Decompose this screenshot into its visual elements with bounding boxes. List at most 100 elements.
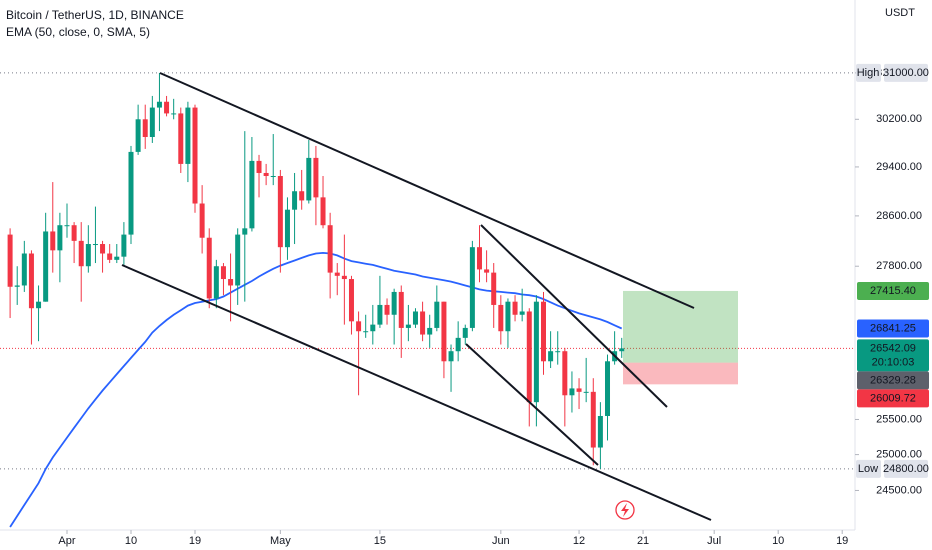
candle-body xyxy=(164,101,170,114)
candle-body xyxy=(412,311,418,325)
y-tick-label: 25500.00 xyxy=(876,413,922,425)
x-tick-label: May xyxy=(270,535,291,547)
candle-body xyxy=(235,234,241,286)
candle-body xyxy=(405,324,411,328)
ema-line xyxy=(9,251,623,528)
low-label: 24800.00 xyxy=(883,463,929,475)
candle-body xyxy=(220,266,226,280)
trend-lines xyxy=(121,72,712,521)
entry-label-box xyxy=(857,371,929,390)
candle-body xyxy=(484,269,490,273)
candle-body xyxy=(341,275,347,280)
candle-body xyxy=(199,203,205,238)
candle-body xyxy=(356,321,362,332)
candle-body xyxy=(605,361,611,416)
countdown: 20:10:03 xyxy=(872,356,915,368)
currency: USDT xyxy=(885,7,915,19)
ema-label: 26841.25 xyxy=(870,322,916,334)
current-price-label: 26542.09 xyxy=(870,342,916,354)
candle-body xyxy=(619,348,625,352)
candle-body xyxy=(434,301,440,328)
candle-body xyxy=(43,231,49,302)
chart-title: Bitcoin / TetherUS, 1D, BINANCE xyxy=(6,8,184,22)
candle-body xyxy=(206,237,212,299)
candle-body xyxy=(462,327,468,338)
candle-body xyxy=(469,247,475,328)
candle-body xyxy=(505,301,511,332)
candle-body xyxy=(498,304,504,332)
x-tick-label: 19 xyxy=(189,535,201,547)
candle-body xyxy=(78,240,84,267)
candle-body xyxy=(92,244,98,246)
candle-body xyxy=(100,244,106,254)
candle-body xyxy=(284,209,290,248)
candle-body xyxy=(292,191,298,210)
candle-body xyxy=(576,388,582,392)
x-tick-label: 10 xyxy=(125,535,137,547)
candle-body xyxy=(391,291,397,315)
candle-body xyxy=(597,415,603,448)
candle-body xyxy=(121,234,127,257)
candle-body xyxy=(21,253,27,286)
candle-body xyxy=(398,291,404,328)
candle-body xyxy=(583,391,589,393)
candle-body xyxy=(540,301,546,362)
candle-body xyxy=(299,191,305,201)
candle-body xyxy=(348,279,354,322)
high-tag: High xyxy=(857,67,880,79)
x-tick-label: 19 xyxy=(836,535,848,547)
candle-body xyxy=(178,113,184,164)
candle-body xyxy=(420,311,426,335)
plot: 31000.00 30200.00 29400.00 28600.00 27800.00… xyxy=(0,63,929,547)
low-tag-box xyxy=(856,459,881,478)
candle-body xyxy=(64,225,70,227)
candle-body xyxy=(320,197,326,226)
candle-body xyxy=(512,301,518,315)
candle-body xyxy=(213,266,219,299)
candle-body xyxy=(50,231,56,251)
candle-body xyxy=(370,324,376,332)
trend-line xyxy=(159,72,695,309)
candle-body xyxy=(327,225,333,273)
candle-body xyxy=(107,253,113,260)
target-label: 27415.40 xyxy=(870,285,916,297)
high-tag-box xyxy=(856,63,881,82)
candle-body xyxy=(491,272,497,305)
entry-label: 26329.28 xyxy=(870,374,916,386)
candle-body xyxy=(476,247,482,270)
candle-body xyxy=(185,107,191,164)
candle-body xyxy=(562,351,568,396)
candle-body xyxy=(448,351,454,362)
candle-body xyxy=(57,225,63,251)
candle-body xyxy=(249,160,255,229)
candle-body xyxy=(71,225,77,241)
ema-label-box xyxy=(857,319,929,338)
candle-body xyxy=(384,304,390,315)
replay-icon[interactable] xyxy=(615,500,635,520)
x-tick-label: 10 xyxy=(772,535,784,547)
candle-body xyxy=(171,113,177,115)
x-tick-label: Apr xyxy=(58,535,75,547)
high-label: 31000.00 xyxy=(883,67,929,79)
candle-body xyxy=(156,101,162,108)
candle-body xyxy=(142,119,148,138)
low-tag: Low xyxy=(858,463,878,475)
candle-body xyxy=(377,304,383,325)
trend-line xyxy=(480,224,668,408)
candle-body xyxy=(313,157,319,198)
candle-body xyxy=(192,107,198,204)
stop-label-box xyxy=(857,389,929,408)
candle-body xyxy=(256,160,262,173)
candle-body xyxy=(555,351,561,353)
x-tick-label: 21 xyxy=(637,535,649,547)
stop-label: 26009.72 xyxy=(870,392,916,404)
y-tick-label: 25000.00 xyxy=(876,449,922,461)
candle-body xyxy=(263,172,269,177)
x-tick-label: 12 xyxy=(573,535,585,547)
candle-body xyxy=(519,311,525,315)
y-tick-label: 24500.00 xyxy=(876,484,922,496)
candle-body xyxy=(455,337,461,352)
target-label-box xyxy=(857,281,929,300)
